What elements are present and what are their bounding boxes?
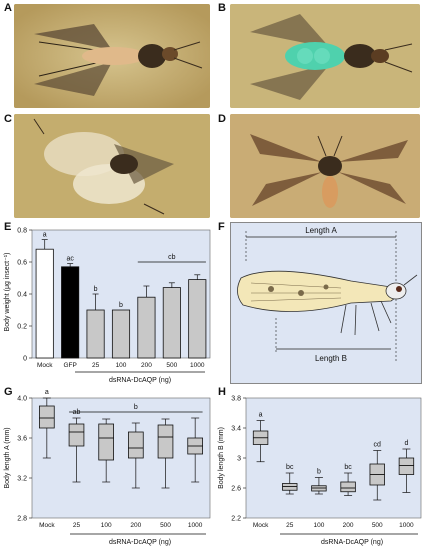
x-tick-label: 1000: [190, 362, 205, 369]
photo-insect-b: [230, 4, 420, 108]
box: [98, 423, 114, 461]
panel-label-g: G: [4, 386, 13, 398]
box: [398, 457, 415, 475]
y-axis-label-g: Body length A (mm): [4, 427, 11, 488]
x-tick-label: Mock: [253, 522, 269, 529]
bar: [162, 287, 181, 359]
significance-letter: a: [43, 232, 47, 239]
y-axis-label-h: Body length B (mm): [218, 427, 225, 489]
x-tick-label: 25: [92, 362, 100, 369]
box: [39, 405, 55, 429]
significance-letter: bc: [344, 464, 352, 471]
bar-chart-e: 00.20.40.60.8 Body weight (μg insect⁻¹) …: [4, 228, 211, 384]
box: [340, 481, 356, 493]
significance-letter: b: [119, 302, 123, 309]
group-letter: b: [134, 404, 138, 411]
y-tick-label: 3: [237, 456, 241, 463]
significance-letter: b: [317, 469, 321, 476]
panel-label-c: C: [4, 113, 12, 125]
x-tick-label: 200: [141, 362, 152, 369]
significance-letter: a: [259, 412, 263, 419]
panel-label-b: B: [218, 2, 226, 14]
bar: [137, 296, 156, 359]
box-plot-h: 2.2 2.6 3 3.4 3.8 Body length B (mm) a bc b bc c…: [218, 396, 422, 546]
x-tick-label: 100: [116, 362, 127, 369]
x-tick-label: Mock: [37, 362, 53, 369]
y-tick-label: 2.2: [231, 516, 241, 523]
y-tick-label: 2.8: [17, 516, 27, 523]
x-tick-label: 1000: [399, 522, 414, 529]
panel-label-a: A: [4, 2, 12, 14]
panel-label-e: E: [4, 221, 12, 233]
y-tick-label: 4.0: [17, 396, 27, 403]
panel-label-h: H: [218, 386, 226, 398]
bar: [86, 309, 105, 359]
x-tick-label: 200: [343, 522, 354, 529]
box: [157, 424, 174, 459]
y-tick-label: 3.6: [17, 436, 27, 443]
plot-area-g: [31, 397, 211, 519]
box-plot-g: 2.8 3.2 3.6 4.0 Body length A (mm) a ab b Moc…: [4, 389, 211, 546]
significance-letter: ab: [73, 409, 81, 416]
x-tick-label: 100: [101, 522, 112, 529]
bar: [61, 266, 80, 359]
y-tick-label: 0.8: [17, 228, 27, 235]
significance-letter: ac: [66, 256, 74, 263]
x-tick-label: 500: [166, 362, 177, 369]
panel-label-d: D: [218, 113, 226, 125]
x-axis-label-e: dsRNA-DcAQP (ng): [109, 377, 171, 384]
x-tick-label: 200: [130, 522, 141, 529]
y-tick-label: 0.2: [17, 324, 27, 331]
significance-letter: cd: [374, 442, 382, 449]
length-b-label: Length B: [315, 354, 347, 363]
significance-letter: d: [404, 440, 408, 447]
bar: [188, 279, 207, 359]
plot-area-h: [245, 397, 422, 519]
photo-insect-a: [14, 4, 210, 108]
y-tick-label: 3.4: [231, 426, 241, 433]
significance-letter: b: [94, 286, 98, 293]
y-tick-label: 0.6: [17, 260, 27, 267]
box: [68, 423, 85, 447]
y-axis-label-e: Body weight (μg insect⁻¹): [4, 253, 11, 332]
x-axis-label-h: dsRNA-DcAQP (ng): [321, 539, 383, 546]
y-tick-label: 0.4: [17, 292, 27, 299]
x-tick-label: 25: [286, 522, 294, 529]
diagram-panel-f: Length A Length B: [230, 222, 422, 384]
x-axis-label-g: dsRNA-DcAQP (ng): [109, 539, 171, 546]
length-a-label: Length A: [305, 226, 337, 235]
y-tick-label: 0: [23, 356, 27, 363]
x-tick-label: 500: [160, 522, 171, 529]
box: [128, 431, 144, 459]
panel-label-f: F: [218, 221, 225, 233]
x-tick-label: 100: [313, 522, 324, 529]
bar: [35, 248, 54, 359]
x-tick-label: GFP: [63, 362, 76, 369]
y-tick-label: 3.8: [231, 396, 241, 403]
x-tick-label: Mock: [39, 522, 55, 529]
photo-insect-c: [14, 114, 210, 218]
x-tick-label: 25: [73, 522, 81, 529]
photo-insect-d: [230, 114, 420, 218]
y-tick-label: 2.6: [231, 486, 241, 493]
x-tick-label: 1000: [188, 522, 203, 529]
y-tick-label: 3.2: [17, 476, 27, 483]
significance-letter: a: [45, 389, 49, 396]
bar: [111, 309, 131, 359]
significance-letter: bc: [286, 464, 294, 471]
x-tick-label: 500: [372, 522, 383, 529]
group-letter: cb: [168, 254, 176, 261]
